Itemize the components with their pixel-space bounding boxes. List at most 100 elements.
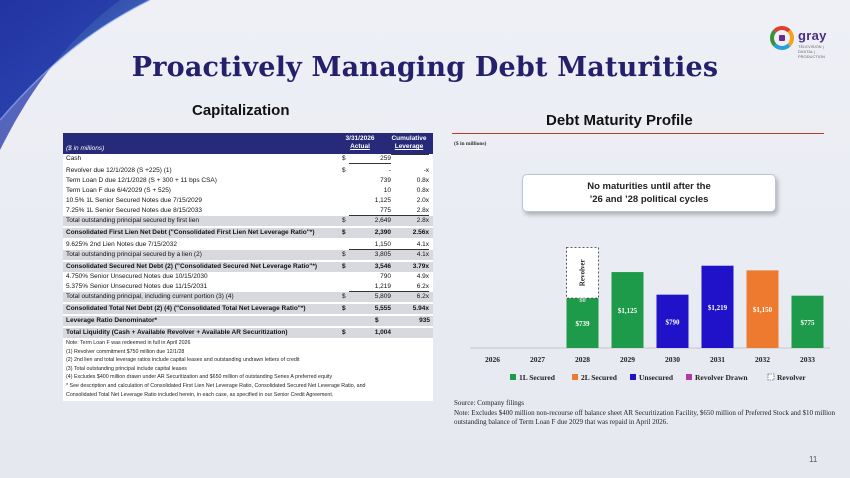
bar-1l-secured: [566, 298, 599, 348]
note-line: (1) Revolver commitment $750 million due…: [66, 348, 185, 355]
bar-data-label: $775: [801, 319, 816, 327]
slide-title: Proactively Managing Debt Maturities: [131, 52, 719, 83]
row-dollar-sign: $: [342, 329, 346, 336]
callout-line2: ’26 and ’28 political cycles: [589, 194, 709, 205]
x-tick-label: 2026: [485, 355, 500, 364]
x-tick-label: 2028: [575, 355, 590, 364]
debt-maturity-title: Debt Maturity Profile: [546, 112, 693, 129]
table-body: Cash $259 Revolver due 12/1/2028 (S +225) …: [63, 154, 433, 338]
legend-swatch: [510, 374, 516, 380]
row-label: 10.5% 1L Senior Secured Notes due 7/15/2…: [66, 197, 202, 204]
row-label: 4.750% Senior Unsecured Notes due 10/15/…: [66, 273, 208, 280]
col2-line2: Leverage: [394, 143, 424, 150]
row-gap: [63, 302, 433, 304]
note-line: Note: Excludes $400 million non-recourse…: [454, 408, 836, 427]
row-label: 5.375% Senior Unsecured Notes due 11/15/…: [66, 283, 208, 290]
row-value: 1,125: [374, 197, 391, 204]
table-row: 10.5% 1L Senior Secured Notes due 7/15/2…: [63, 196, 433, 206]
page-number: 11: [809, 455, 818, 464]
gray-logo: gray TELEVISION | DIGITAL | PRODUCTION: [770, 24, 836, 60]
row-label: Term Loan F due 6/4/2029 (S + 525): [66, 187, 171, 194]
bar-2l-secured: [746, 270, 779, 348]
legend-label: 1L Secured: [519, 373, 556, 382]
row-value: 739: [380, 177, 391, 184]
legend-label: Unsecured: [639, 373, 674, 382]
row-value: 3,546: [374, 263, 391, 270]
note-line: (4) Excludes $400 million drawn under AR…: [66, 374, 333, 381]
row-gap: [63, 314, 433, 316]
table-row: Term Loan F due 6/4/2029 (S + 525) 10 0.8x: [63, 186, 433, 196]
row-leverage: 5.94x: [412, 305, 429, 312]
row-dollar-sign: $: [342, 229, 346, 236]
legend-swatch: [767, 373, 775, 381]
col1-line2: Actual: [350, 143, 370, 150]
table-row: Total outstanding principal, including c…: [63, 292, 433, 302]
row-leverage: 2.56x: [412, 229, 429, 236]
leverage-column-header: Cumulative Leverage: [387, 135, 431, 151]
table-notes: Note: Term Loan F was redeemed in full i…: [63, 338, 433, 402]
bar-data-label: $1,219: [708, 304, 728, 312]
row-leverage: 0.8x: [416, 177, 429, 184]
row-value: 5,809: [374, 293, 391, 300]
logo-text: gray: [798, 28, 827, 43]
table-row: Total Liquidity (Cash + Available Revolv…: [63, 328, 433, 338]
table-row: 9.625% 2nd Lien Notes due 7/15/2032 1,150…: [63, 240, 433, 250]
table-row: Total outstanding principal secured by f…: [63, 216, 433, 226]
table-row: 4.750% Senior Unsecured Notes due 10/15/…: [63, 272, 433, 282]
row-dollar-sign: $: [342, 251, 346, 258]
table-row: Total outstanding principal secured by a…: [63, 250, 433, 260]
row-value: 2,649: [374, 217, 391, 224]
bar-data-label: $1,150: [753, 306, 773, 314]
source-notes: Source: Company filings Note: Excludes $…: [454, 399, 844, 428]
row-leverage: 0.8x: [416, 187, 429, 194]
bar-data-label: $790: [666, 318, 681, 326]
maturity-callout: No maturities until after the ’26 and ’2…: [522, 174, 776, 212]
row-leverage: 6.2x: [391, 282, 429, 292]
row-value: -: [388, 167, 391, 174]
row-label: Total outstanding principal secured by f…: [66, 217, 199, 224]
x-tick-label: 2031: [710, 355, 725, 364]
row-label: Total Liquidity (Cash + Available Revolv…: [66, 329, 288, 336]
bar-unsecured: [656, 294, 689, 348]
legend-label: Revolver Drawn: [695, 373, 748, 382]
row-value: 790: [380, 273, 391, 280]
row-value: 5,555: [374, 305, 391, 312]
bar-unsecured: [701, 265, 734, 348]
legend-swatch: [572, 374, 578, 380]
row-gap: [63, 326, 433, 328]
row-leverage: 3.79x: [412, 263, 429, 270]
gray-logo-icon: [770, 26, 794, 50]
table-row: Consolidated First Lien Net Debt ("Conso…: [63, 228, 433, 238]
legend-label: Revolver: [777, 373, 806, 382]
bar-data-label: $739: [576, 320, 591, 328]
callout-line1: No maturities until after the: [587, 181, 711, 192]
row-label: 9.625% 2nd Lien Notes due 7/15/2032: [66, 241, 177, 248]
logo-subtext: TELEVISION | DIGITAL | PRODUCTION: [798, 44, 825, 59]
source-line: Source: Company filings: [454, 399, 524, 407]
x-tick-label: 2032: [755, 355, 770, 364]
row-gap: [63, 226, 433, 228]
row-gap: [63, 260, 433, 262]
table-row: Leverage Ratio Denominator* $935: [63, 316, 433, 326]
row-value: 1,004: [374, 329, 391, 336]
row-label: Total outstanding principal secured by a…: [66, 251, 202, 258]
bar-data-label: $1,125: [618, 307, 638, 315]
bar-1l-secured: [611, 272, 644, 348]
note-line: (3) Total outstanding principal include …: [66, 365, 187, 372]
chart-units-label: ($ in millions): [454, 141, 487, 147]
capitalization-table: ($ in millions) 3/31/2026 Actual Cumulat…: [63, 133, 433, 402]
note-line: (2) 2nd lien and total leverage ratios i…: [66, 357, 300, 364]
row-leverage: -x: [423, 167, 429, 174]
col2-line1: Cumulative: [391, 135, 427, 142]
row-label: 7.25% 1L Senior Secured Notes due 8/15/2…: [66, 207, 202, 214]
revolver-value-label: $0: [579, 297, 586, 304]
row-dollar-sign: $: [342, 293, 346, 300]
row-value: 10: [383, 187, 391, 194]
row-value: 775: [349, 206, 391, 216]
row-leverage: [391, 154, 429, 155]
row-dollar-sign: $: [342, 155, 346, 162]
note-line: Note: Term Loan F was redeemed in full i…: [66, 340, 191, 346]
row-dollar-sign: $: [342, 263, 346, 270]
row-label: Consolidated Secured Net Debt (2) ("Cons…: [66, 263, 318, 270]
x-tick-label: 2030: [665, 355, 680, 364]
